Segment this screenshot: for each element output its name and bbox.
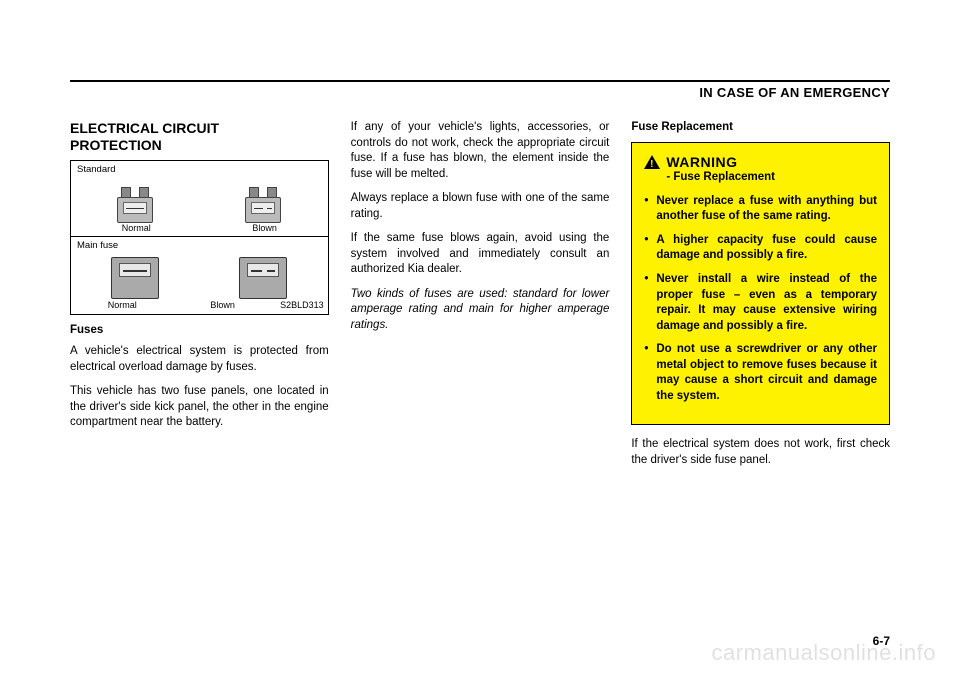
col2-p1: If any of your vehicle's lights, accesso…	[351, 120, 610, 182]
warning-item-2: A higher capacity fuse could cause damag…	[644, 233, 877, 264]
section-title: ELECTRICAL CIRCUIT PROTECTION	[70, 120, 329, 154]
top-rule	[70, 80, 890, 82]
warning-list: Never replace a fuse with anything but a…	[644, 194, 877, 404]
main-fuse-row	[71, 251, 328, 299]
column-3: Fuse Replacement ! WARNING - Fuse Replac…	[631, 120, 890, 477]
standard-caption-row: Normal Blown	[71, 222, 328, 234]
standard-fuse-normal-icon	[115, 187, 155, 223]
warning-item-1: Never replace a fuse with anything but a…	[644, 194, 877, 225]
svg-text:!: !	[650, 159, 654, 169]
warning-item-3: Never install a wire instead of the prop…	[644, 272, 877, 334]
section-title-line1: ELECTRICAL CIRCUIT	[70, 120, 219, 136]
content-columns: ELECTRICAL CIRCUIT PROTECTION Standard	[70, 120, 890, 477]
column-2: If any of your vehicle's lights, accesso…	[351, 120, 610, 477]
col2-p3: If the same fuse blows again, avoid usin…	[351, 231, 610, 278]
standard-blown-caption: Blown	[252, 222, 277, 234]
warning-item-4: Do not use a screwdriver or any other me…	[644, 342, 877, 404]
fuses-subhead: Fuses	[70, 323, 329, 339]
main-fuse-blown-icon	[239, 257, 287, 299]
col1-p2: This vehicle has two fuse panels, one lo…	[70, 384, 329, 431]
running-head: IN CASE OF AN EMERGENCY	[699, 85, 890, 100]
column-1: ELECTRICAL CIRCUIT PROTECTION Standard	[70, 120, 329, 477]
standard-fuse-blown-icon	[243, 187, 283, 223]
warning-box: ! WARNING - Fuse Replacement Never repla…	[631, 142, 890, 426]
warning-triangle-icon: !	[644, 155, 660, 169]
figure-code: S2BLD313	[280, 299, 324, 311]
warning-heading-text: WARNING	[666, 153, 737, 172]
col2-p2: Always replace a blown fuse with one of …	[351, 191, 610, 222]
col3-p-after: If the electrical system does not work, …	[631, 437, 890, 468]
col2-p4: Two kinds of fuses are used: standard fo…	[351, 287, 610, 334]
warning-heading-row: ! WARNING	[644, 153, 877, 172]
main-normal-caption: Normal	[108, 299, 137, 311]
section-title-line2: PROTECTION	[70, 137, 162, 153]
watermark-text: carmanualsonline.info	[711, 640, 936, 666]
main-blown-caption: Blown	[210, 299, 235, 311]
running-head-row: IN CASE OF AN EMERGENCY	[70, 85, 890, 100]
figure-standard-panel: Standard Norm	[71, 161, 328, 238]
col1-p1: A vehicle's electrical system is protect…	[70, 344, 329, 375]
manual-page: IN CASE OF AN EMERGENCY ELECTRICAL CIRCU…	[70, 80, 890, 620]
main-caption-row: Normal Blown	[71, 299, 272, 311]
standard-fuse-row	[71, 175, 328, 223]
main-fuse-normal-icon	[111, 257, 159, 299]
standard-normal-caption: Normal	[122, 222, 151, 234]
warning-subheading: - Fuse Replacement	[666, 170, 877, 186]
fuse-figure: Standard Norm	[70, 160, 329, 315]
fuse-replacement-subhead: Fuse Replacement	[631, 120, 890, 136]
figure-main-panel: Main fuse Normal Blown	[71, 237, 328, 314]
